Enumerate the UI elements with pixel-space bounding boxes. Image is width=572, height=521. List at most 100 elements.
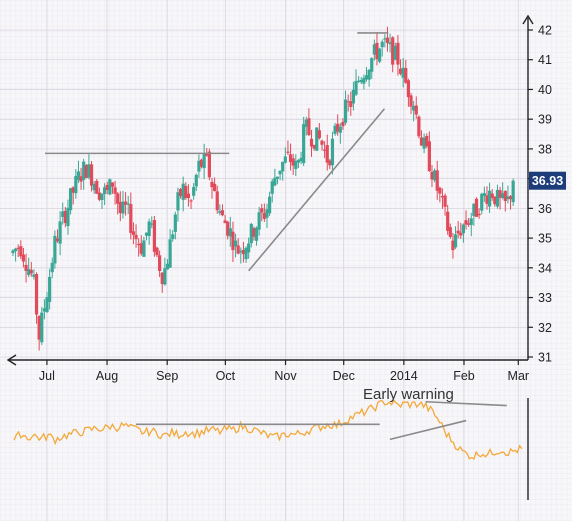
candle-up [61, 211, 65, 218]
candle-up [53, 235, 57, 264]
candle-down [34, 274, 39, 315]
candle-up [422, 137, 426, 149]
candle-up [76, 171, 81, 180]
candle-down [464, 220, 468, 225]
candle-down [186, 193, 191, 199]
candle-down [307, 118, 311, 135]
candle-up [294, 161, 298, 169]
candle-down [199, 159, 204, 167]
candle-up [299, 158, 303, 162]
candle-up [315, 127, 319, 151]
candle-up [254, 227, 259, 241]
candle-down [325, 145, 329, 163]
candle-down [184, 186, 188, 198]
candle-up [281, 161, 285, 172]
candle-down [113, 187, 117, 194]
candle-up [239, 250, 243, 253]
candle-down [419, 137, 424, 146]
candle-up [480, 193, 484, 211]
indicator-trendline [425, 400, 507, 407]
candle-up [192, 187, 196, 196]
candle-up [202, 152, 206, 169]
candle-down [446, 211, 450, 231]
candle-up [66, 207, 70, 227]
candle-down [262, 212, 266, 219]
candle-down [291, 158, 295, 166]
candle-up [273, 177, 277, 186]
candle-down [409, 95, 413, 107]
x-axis-arrow [6, 354, 17, 366]
candle-up [171, 234, 175, 239]
x-tick-label: 2014 [390, 369, 418, 383]
candle-down [456, 230, 460, 234]
y-tick-label: 42 [538, 24, 552, 38]
candle-down [213, 183, 217, 191]
candle-up [58, 221, 62, 244]
candle-up [367, 69, 371, 80]
candle-down [417, 116, 421, 137]
candle-down [205, 153, 209, 156]
candle-up [482, 193, 486, 197]
candle-up [126, 203, 130, 205]
candle-down [467, 223, 471, 225]
candle-down [312, 144, 316, 149]
candle-down [97, 192, 101, 200]
y-tick-label: 38 [538, 142, 552, 156]
candle-up [304, 119, 308, 127]
candle-up [194, 174, 198, 187]
candle-down [95, 180, 99, 194]
candle-up [388, 42, 392, 45]
candle-up [42, 308, 46, 312]
candle-down [385, 37, 390, 44]
candle-down [215, 191, 219, 211]
y-tick-label: 33 [538, 291, 552, 305]
candle-up [13, 248, 18, 252]
candle-up [453, 234, 458, 248]
candle-up [176, 192, 180, 211]
candle-up [354, 80, 358, 95]
candle-down [503, 190, 507, 201]
candle-up [278, 170, 282, 175]
candle-up [197, 160, 201, 172]
candle-down [116, 193, 120, 204]
candle-down [55, 238, 60, 242]
candle-up [330, 138, 335, 166]
candle-down [220, 210, 225, 216]
candle-down [309, 138, 314, 147]
candle-down [375, 42, 379, 60]
candle-down [21, 254, 26, 262]
indicator-trendline [389, 419, 467, 441]
candle-up [87, 164, 91, 178]
candle-up [268, 196, 272, 214]
candle-down [131, 231, 136, 235]
candle-down [404, 68, 408, 83]
candle-down [440, 195, 445, 198]
candle-down [137, 243, 141, 246]
x-tick-label: Oct [216, 369, 236, 383]
candle-down [226, 221, 230, 236]
x-tick-label: Feb [453, 369, 475, 383]
candle-up [370, 58, 374, 72]
candle-down [118, 202, 122, 214]
candle-down [349, 101, 353, 107]
indicator-line [13, 399, 523, 460]
candle-up [275, 176, 280, 179]
candle-up [168, 239, 172, 268]
candle-down [425, 135, 429, 147]
candle-up [469, 218, 473, 225]
candle-down [427, 141, 431, 172]
candle-up [32, 274, 36, 277]
y-tick-label: 40 [538, 83, 552, 97]
candle-down [158, 255, 162, 271]
candle-up [461, 224, 466, 234]
candle-up [108, 179, 112, 195]
candle-down [110, 182, 115, 187]
y-tick-label: 35 [538, 232, 552, 246]
price-panel: 313233343536373839404142JulAugSepOctNovD… [6, 14, 566, 383]
candle-down [451, 240, 455, 251]
candle-up [265, 209, 269, 218]
candle-up [372, 44, 376, 55]
candle-up [228, 228, 232, 237]
candle-up [247, 243, 251, 253]
